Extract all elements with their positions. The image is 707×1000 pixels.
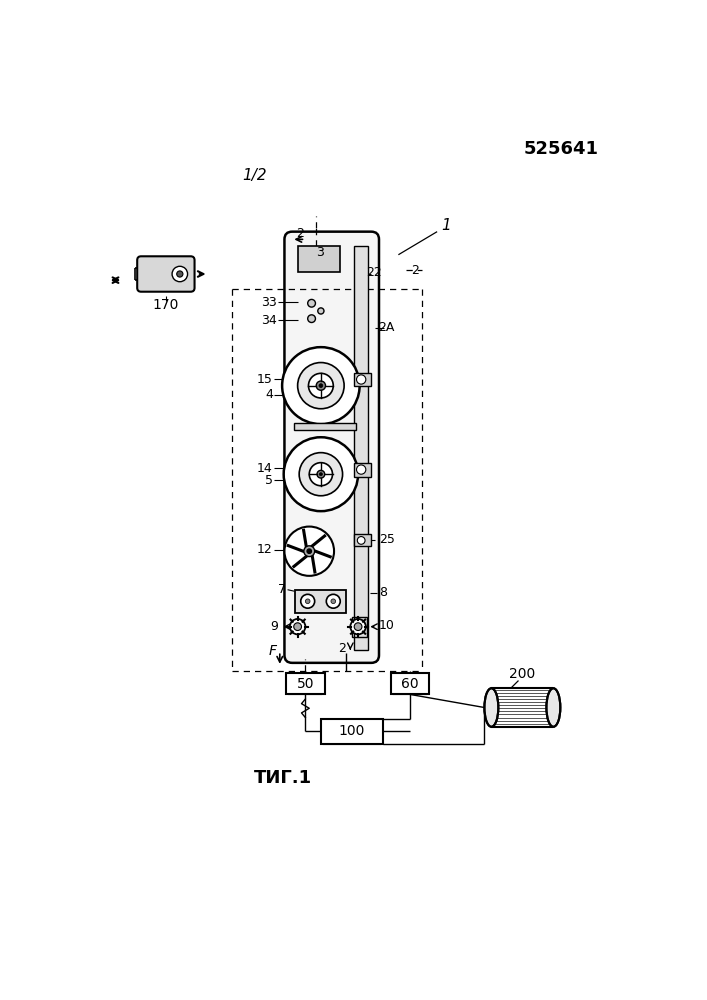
Bar — [354, 463, 371, 477]
Text: 2A: 2A — [378, 321, 395, 334]
Circle shape — [284, 437, 358, 511]
Text: 12: 12 — [257, 543, 273, 556]
Bar — [354, 373, 371, 386]
Circle shape — [357, 537, 365, 544]
Circle shape — [307, 549, 312, 554]
Circle shape — [308, 315, 315, 323]
Circle shape — [308, 373, 333, 398]
Bar — [293, 423, 356, 430]
Circle shape — [309, 463, 332, 486]
Circle shape — [316, 381, 325, 390]
Text: 3: 3 — [316, 246, 324, 259]
Text: 60: 60 — [401, 677, 419, 691]
Circle shape — [317, 308, 324, 314]
Bar — [354, 534, 371, 546]
FancyBboxPatch shape — [137, 256, 194, 292]
Text: 9: 9 — [270, 620, 279, 633]
Circle shape — [351, 619, 366, 634]
Circle shape — [298, 363, 344, 409]
Text: 200: 200 — [509, 667, 535, 681]
Text: 14: 14 — [257, 462, 273, 475]
Circle shape — [327, 594, 340, 608]
Text: 4: 4 — [265, 388, 273, 401]
Text: 22: 22 — [366, 266, 382, 279]
Bar — [391, 673, 429, 694]
Circle shape — [317, 470, 325, 478]
Circle shape — [284, 527, 334, 576]
Text: 15: 15 — [257, 373, 273, 386]
FancyBboxPatch shape — [284, 232, 379, 663]
Circle shape — [172, 266, 187, 282]
Ellipse shape — [484, 688, 498, 727]
Circle shape — [304, 546, 315, 557]
Circle shape — [282, 347, 360, 424]
Text: 50: 50 — [297, 677, 314, 691]
Bar — [352, 617, 368, 637]
Text: 5: 5 — [265, 474, 273, 487]
Circle shape — [290, 619, 305, 634]
Text: 25: 25 — [379, 533, 395, 546]
Circle shape — [356, 465, 366, 474]
Text: 100: 100 — [339, 724, 365, 738]
Text: 10: 10 — [379, 619, 395, 632]
Text: 1: 1 — [442, 218, 451, 233]
Text: 8: 8 — [379, 586, 387, 599]
Bar — [286, 673, 325, 694]
Bar — [298, 246, 340, 272]
Circle shape — [305, 599, 310, 604]
Text: 7: 7 — [278, 583, 286, 596]
Ellipse shape — [547, 688, 561, 727]
Circle shape — [293, 623, 301, 631]
Text: 1/2: 1/2 — [243, 168, 267, 183]
Circle shape — [319, 384, 323, 388]
Circle shape — [354, 623, 362, 631]
Text: F: F — [269, 644, 277, 658]
Text: 33: 33 — [261, 296, 276, 309]
Text: 2: 2 — [338, 642, 346, 655]
Circle shape — [177, 271, 183, 277]
Text: 2: 2 — [411, 264, 419, 277]
Circle shape — [300, 594, 315, 608]
Circle shape — [299, 453, 343, 496]
Text: 170: 170 — [153, 298, 179, 312]
Text: ΤИГ.1: ΤИГ.1 — [253, 769, 312, 787]
Circle shape — [356, 375, 366, 384]
Text: 34: 34 — [261, 314, 276, 327]
Circle shape — [320, 473, 322, 476]
Bar — [354, 246, 368, 650]
Text: 525641: 525641 — [524, 140, 599, 158]
Circle shape — [331, 599, 336, 604]
Circle shape — [308, 299, 315, 307]
Bar — [296, 590, 346, 613]
Text: 2: 2 — [296, 227, 304, 240]
Bar — [321, 719, 383, 744]
